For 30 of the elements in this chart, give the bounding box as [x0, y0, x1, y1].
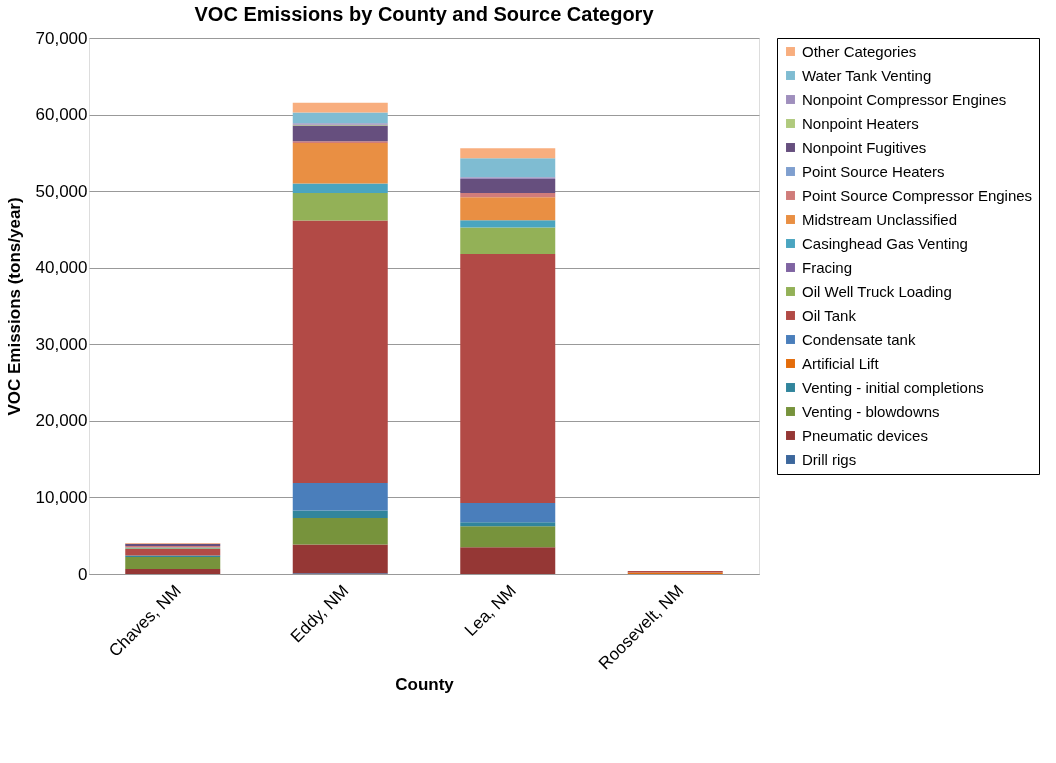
y-tick-label: 50,000 [35, 181, 88, 201]
legend-label: Nonpoint Fugitives [802, 138, 927, 156]
legend-label: Oil Well Truck Loading [802, 282, 952, 300]
y-axis-title: VOC Emissions (tons/year) [4, 197, 24, 416]
x-axis-title: County [395, 674, 455, 694]
y-tick-label: 30,000 [35, 334, 88, 354]
legend-label: Nonpoint Heaters [802, 114, 919, 132]
y-tick-label: 70,000 [35, 28, 88, 48]
y-tick-label: 20,000 [35, 411, 88, 431]
legend-label: Pneumatic devices [802, 426, 928, 444]
legend-label: Venting - initial completions [802, 378, 984, 396]
legend-label: Casinghead Gas Venting [802, 234, 968, 252]
y-tick-label: 0 [78, 564, 88, 584]
legend-label: Nonpoint Compressor Engines [802, 90, 1007, 108]
legend-label: Other Categories [802, 42, 917, 60]
legend-label: Drill rigs [802, 450, 857, 468]
y-tick-label: 10,000 [35, 487, 88, 507]
y-tick-label: 40,000 [35, 258, 88, 278]
legend-label: Oil Tank [802, 306, 857, 324]
y-tick-label: 60,000 [35, 105, 88, 125]
legend-label: Fracing [802, 258, 853, 276]
legend-label: Point Source Compressor Engines [802, 186, 1033, 204]
legend-label: Water Tank Venting [802, 66, 932, 84]
legend-label: Condensate tank [802, 330, 916, 348]
chart-title: VOC Emissions by County and Source Category [194, 3, 655, 25]
legend-label: Midstream Unclassified [802, 210, 958, 228]
legend-label: Venting - blowdowns [802, 402, 940, 420]
legend-label: Point Source Heaters [802, 162, 945, 180]
legend-label: Artificial Lift [802, 354, 880, 372]
x-tick-label: Lea, NM [460, 581, 520, 640]
